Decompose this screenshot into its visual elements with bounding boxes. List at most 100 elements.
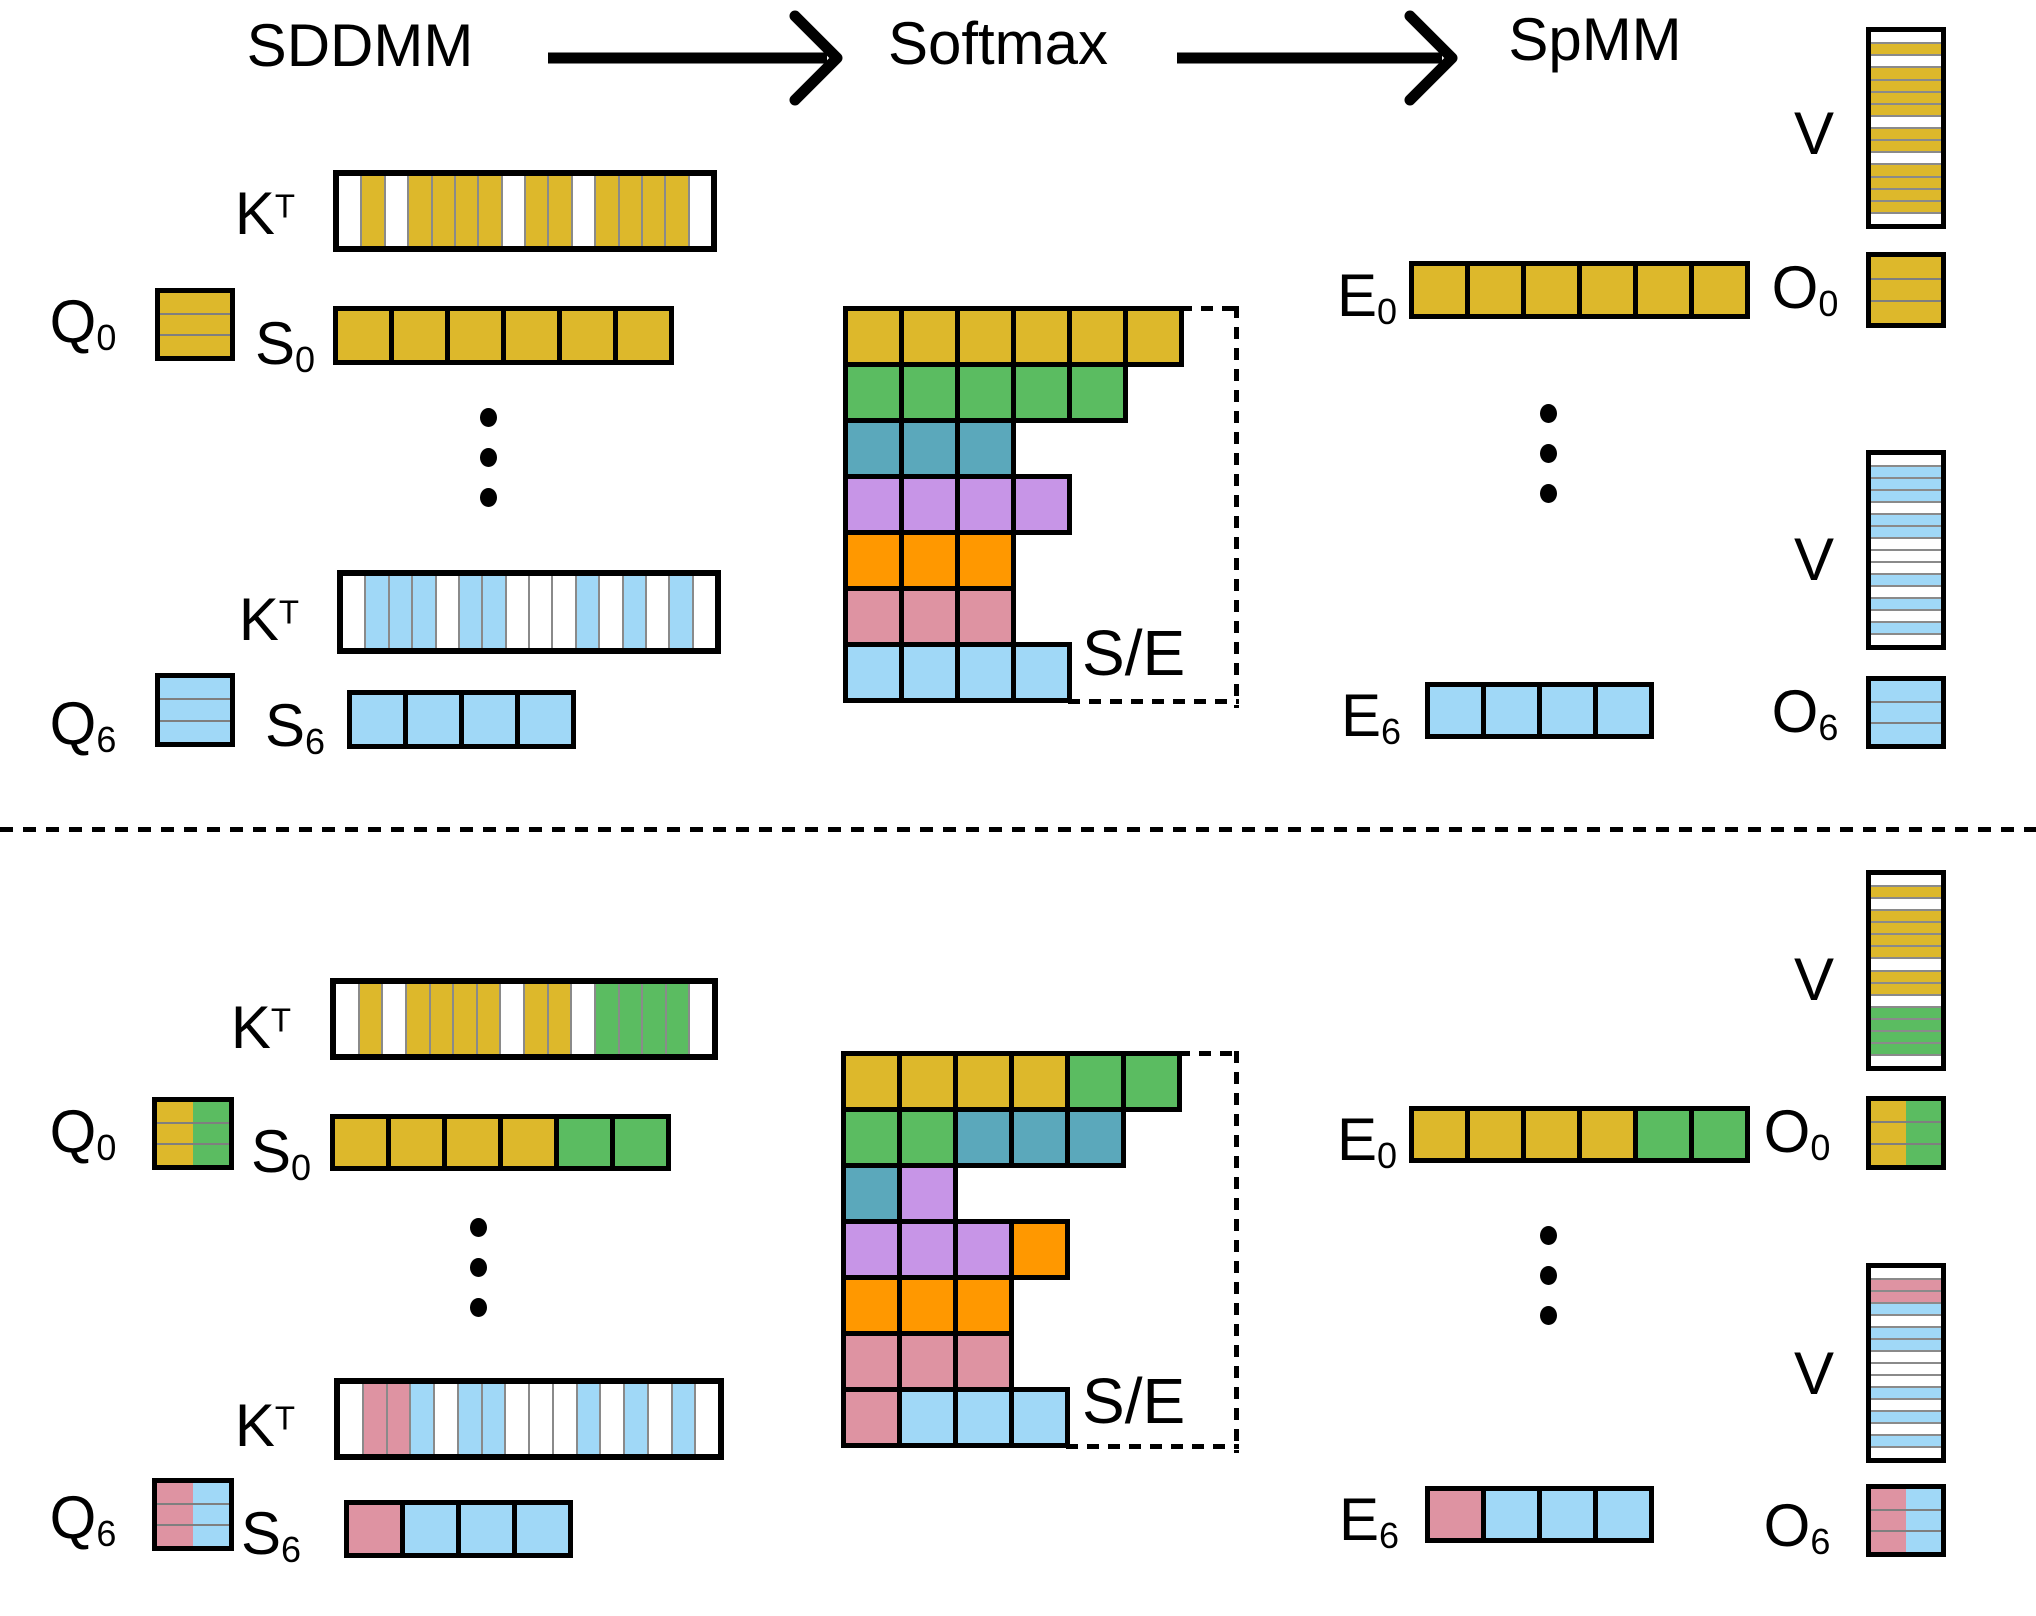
v-matrix-top-first <box>1866 27 1946 229</box>
block-row <box>157 1483 229 1503</box>
vcol-row <box>1871 1314 1941 1326</box>
vcol-row <box>1871 957 1941 970</box>
matrix-cell <box>1689 261 1750 319</box>
block-cell <box>1871 724 1941 745</box>
block-cell <box>157 1145 193 1166</box>
vcol-row <box>1871 455 1941 465</box>
block-cell <box>1906 1123 1941 1143</box>
matrix-cell <box>498 1114 559 1171</box>
block-cell <box>1906 1101 1941 1121</box>
matrix-cell <box>459 690 520 749</box>
matrix-cell <box>1689 1106 1750 1163</box>
matrix-cell <box>1425 1486 1486 1543</box>
block-cell <box>160 293 230 313</box>
se-matrix-label-bottom: S/E <box>1082 1365 1186 1437</box>
block-row <box>160 334 230 357</box>
kt-label-bottom-last: KT <box>234 1392 296 1459</box>
stripe-cell <box>381 984 405 1054</box>
matrix-cell <box>333 306 394 365</box>
matrix-cell <box>1481 682 1542 739</box>
se-matrix-label-top: S/E <box>1082 617 1186 689</box>
q6-block-bottom <box>152 1478 234 1551</box>
block-cell <box>160 336 230 357</box>
stripe-cell <box>546 984 571 1054</box>
vcol-row <box>1871 1386 1941 1398</box>
block-cell <box>193 1526 229 1547</box>
stack-row <box>843 642 1184 703</box>
vcol-row <box>1871 187 1941 200</box>
stack-cell <box>897 1275 958 1336</box>
stack-cell <box>899 362 960 423</box>
vcol-row <box>1871 1017 1941 1030</box>
stack-row <box>843 474 1184 535</box>
vcol-row <box>1871 921 1941 934</box>
vcol-row <box>1871 573 1941 585</box>
matrix-cell <box>512 1500 573 1558</box>
ellipsis-dot <box>480 448 497 467</box>
stack-row <box>841 1051 1182 1112</box>
stack-row <box>843 586 1184 647</box>
stripe-cell <box>523 984 547 1054</box>
stack-cell <box>843 586 904 647</box>
kt-matrix-top-first <box>333 170 717 252</box>
o6-label-top: O6 <box>1771 678 1839 748</box>
arrow-sddmm-to-softmax <box>546 6 855 115</box>
vcol-row <box>1871 1302 1941 1314</box>
stack-cell <box>841 1219 902 1280</box>
block-cell <box>160 678 230 698</box>
vcol-row <box>1871 1029 1941 1042</box>
matrix-cell <box>1409 1106 1470 1163</box>
stack-cell <box>1065 1051 1126 1112</box>
vcol-row <box>1871 1446 1941 1458</box>
matrix-cell <box>1577 261 1638 319</box>
stack-cell <box>955 642 1016 703</box>
stripe-cell <box>499 984 523 1054</box>
v-label-bottom-first: V <box>1793 946 1835 1013</box>
stack-cell <box>897 1163 958 1224</box>
vcol-row <box>1871 945 1941 958</box>
ellipsis-right-top <box>1540 404 1557 524</box>
block-cell <box>193 1102 229 1122</box>
block-cell <box>157 1123 193 1144</box>
stripe-cell <box>452 984 476 1054</box>
stripe-cell <box>688 984 712 1054</box>
vcol-row <box>1871 609 1941 621</box>
e0-row-top <box>1409 261 1750 319</box>
block-row <box>1871 257 1941 278</box>
stripe-cell <box>691 576 715 648</box>
ellipsis-right-bottom <box>1540 1226 1557 1346</box>
stripe-cell <box>340 1384 362 1454</box>
block-cell <box>160 700 230 720</box>
matrix-cell <box>403 690 464 749</box>
vcol-row <box>1871 1290 1941 1302</box>
block-cell <box>157 1526 193 1547</box>
vcol-row <box>1871 501 1941 513</box>
vcol-row <box>1871 525 1941 537</box>
stripe-cell <box>336 984 358 1054</box>
ellipsis-dot <box>470 1258 487 1277</box>
vcol-row <box>1871 199 1941 212</box>
vcol-row <box>1871 465 1941 477</box>
vcol-row <box>1871 114 1941 127</box>
matrix-cell <box>400 1500 461 1558</box>
block-cell <box>160 314 230 335</box>
stripe-cell <box>500 176 524 246</box>
o0-label-bottom: O0 <box>1763 1098 1831 1168</box>
kt-label-top-first: KT <box>234 180 296 247</box>
ellipsis-dot <box>480 488 497 507</box>
vcol-row <box>1871 163 1941 176</box>
vcol-row <box>1871 1410 1941 1422</box>
block-cell <box>1871 279 1941 301</box>
stack-cell <box>953 1051 1014 1112</box>
matrix-cell <box>442 1114 503 1171</box>
block-row <box>157 1143 229 1166</box>
stripe-cell <box>453 176 478 246</box>
vcol-row <box>1871 175 1941 188</box>
matrix-cell <box>1633 1106 1694 1163</box>
stripe-cell <box>457 576 482 648</box>
vcol-row <box>1871 561 1941 573</box>
matrix-cell <box>344 1500 405 1558</box>
e0-label-bottom: E0 <box>1336 1106 1398 1176</box>
block-row <box>160 312 230 335</box>
